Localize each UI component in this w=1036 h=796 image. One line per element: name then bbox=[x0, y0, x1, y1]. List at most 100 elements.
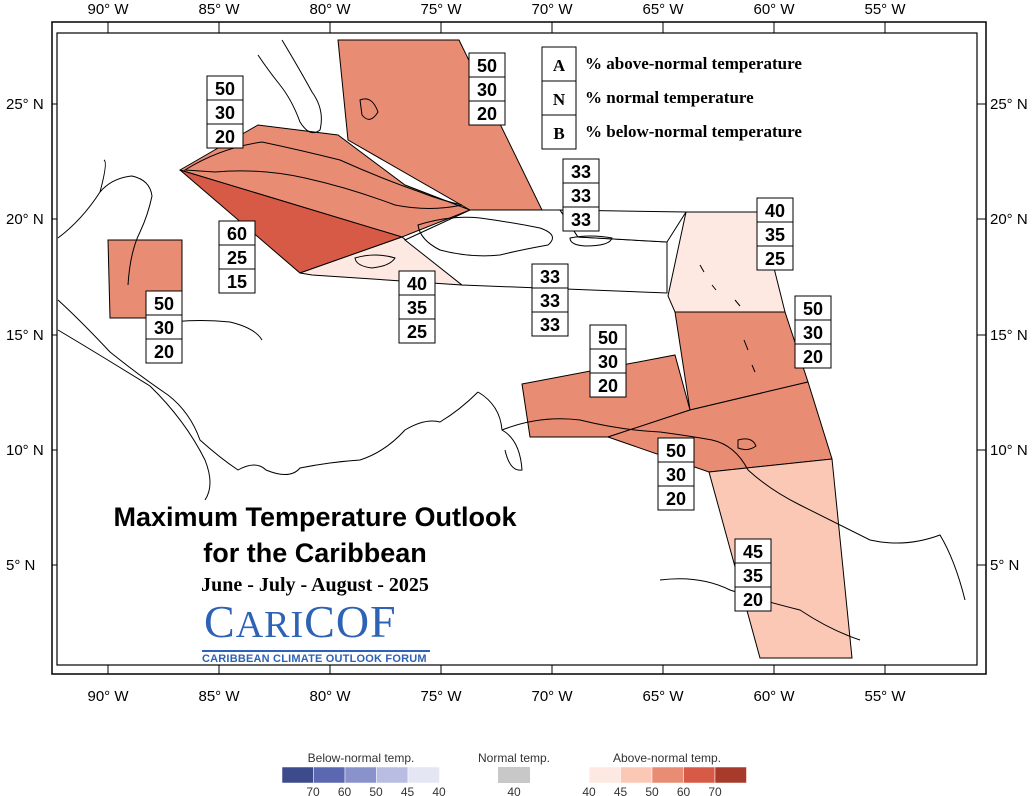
prob-below: 20 bbox=[598, 376, 618, 396]
key-description: % above-normal temperature bbox=[585, 54, 802, 73]
scale-title: Above-normal temp. bbox=[613, 751, 721, 765]
prob-normal: 25 bbox=[227, 248, 247, 268]
scale-tick: 45 bbox=[401, 785, 415, 796]
prob-below: 15 bbox=[227, 272, 247, 292]
prob-normal: 30 bbox=[666, 465, 686, 485]
lat-label-left: 20° N bbox=[6, 211, 44, 228]
longitude-labels-bottom: 90° W 85° W 80° W 75° W 70° W 65° W 60° W 55° W bbox=[87, 688, 906, 705]
prob-above: 33 bbox=[540, 267, 560, 287]
lon-label-top: 70° W bbox=[531, 1, 573, 18]
lon-label-bottom: 85° W bbox=[198, 688, 240, 705]
prob-box: 50 30 20 bbox=[206, 75, 244, 149]
prob-normal: 33 bbox=[540, 291, 560, 311]
prob-box: 40 35 25 bbox=[398, 270, 436, 344]
colombia-coast bbox=[477, 391, 523, 471]
prob-box: 33 33 33 bbox=[562, 158, 600, 232]
map-title: Maximum Temperature Outlook bbox=[113, 502, 517, 532]
prob-below: 20 bbox=[477, 104, 497, 124]
prob-above: 40 bbox=[765, 201, 785, 221]
lon-label-bottom: 75° W bbox=[420, 688, 462, 705]
key-description: % below-normal temperature bbox=[585, 122, 802, 141]
lon-label-top: 85° W bbox=[198, 1, 240, 18]
lon-label-top: 80° W bbox=[309, 1, 351, 18]
prob-normal: 35 bbox=[407, 298, 427, 318]
prob-box: 50 30 20 bbox=[657, 437, 695, 511]
lesser-antilles bbox=[699, 264, 756, 373]
lon-label-bottom: 80° W bbox=[309, 688, 351, 705]
scale-tick: 50 bbox=[369, 785, 383, 796]
prob-normal: 35 bbox=[765, 225, 785, 245]
scale-title: Normal temp. bbox=[478, 751, 550, 765]
prob-below: 20 bbox=[803, 347, 823, 367]
scale-normal: Normal temp. 40 bbox=[478, 751, 550, 796]
prob-normal: 33 bbox=[571, 186, 591, 206]
venezuela-coast bbox=[501, 418, 749, 471]
lon-label-top: 90° W bbox=[87, 1, 129, 18]
puerto-rico-island bbox=[569, 235, 613, 247]
lon-label-top: 60° W bbox=[753, 1, 795, 18]
prob-box: 40 35 25 bbox=[756, 197, 794, 271]
prob-below: 33 bbox=[540, 315, 560, 335]
prob-above: 50 bbox=[154, 294, 174, 314]
outlook-zones bbox=[107, 39, 853, 659]
mexico-gulf-coast bbox=[57, 175, 153, 286]
trinidad-island bbox=[737, 438, 757, 451]
probability-boxes: 5030205030206025155030204035253333333333… bbox=[145, 52, 832, 612]
lat-label-right: 25° N bbox=[990, 96, 1028, 113]
map-title-line2: for the Caribbean bbox=[203, 538, 427, 568]
prob-below: 20 bbox=[154, 342, 174, 362]
lon-label-top: 55° W bbox=[864, 1, 906, 18]
lon-label-bottom: 60° W bbox=[753, 688, 795, 705]
scale-tick: 70 bbox=[708, 785, 722, 796]
lat-label-left: 10° N bbox=[6, 442, 44, 459]
scale-title: Below-normal temp. bbox=[308, 751, 415, 765]
coastlines bbox=[57, 39, 966, 641]
latitude-labels-left: 25° N 20° N 15° N 10° N 5° N bbox=[6, 96, 44, 574]
probability-key: A % above-normal temperature N % normal tem… bbox=[541, 46, 802, 150]
prob-above: 33 bbox=[571, 162, 591, 182]
scale-tick: 70 bbox=[306, 785, 320, 796]
prob-box: 50 30 20 bbox=[589, 324, 627, 398]
key-letter: A bbox=[553, 56, 566, 75]
scale-tick: 40 bbox=[432, 785, 446, 796]
lat-label-right: 20° N bbox=[990, 211, 1028, 228]
prob-above: 50 bbox=[477, 56, 497, 76]
prob-box: 33 33 33 bbox=[531, 263, 569, 337]
caricof-logo: CARICOF CARIBBEAN CLIMATE OUTLOOK FORUM bbox=[200, 598, 440, 665]
prob-above: 50 bbox=[666, 441, 686, 461]
guianas-coast bbox=[747, 469, 966, 601]
prob-normal: 30 bbox=[598, 352, 618, 372]
prob-box: 45 35 20 bbox=[734, 538, 772, 612]
scale-tick: 50 bbox=[645, 785, 659, 796]
lat-label-right: 5° N bbox=[990, 557, 1019, 574]
prob-below: 25 bbox=[407, 322, 427, 342]
scale-tick: 60 bbox=[677, 785, 691, 796]
prob-box: 50 30 20 bbox=[145, 290, 183, 364]
prob-above: 40 bbox=[407, 274, 427, 294]
prob-below: 20 bbox=[743, 590, 763, 610]
lon-label-top: 75° W bbox=[420, 1, 462, 18]
prob-normal: 30 bbox=[803, 323, 823, 343]
jamaica-island bbox=[354, 254, 396, 269]
lat-label-left: 15° N bbox=[6, 327, 44, 344]
lon-label-bottom: 65° W bbox=[642, 688, 684, 705]
prob-above: 50 bbox=[598, 328, 618, 348]
lat-label-right: 10° N bbox=[990, 442, 1028, 459]
lat-label-left: 25° N bbox=[6, 96, 44, 113]
lon-label-top: 65° W bbox=[642, 1, 684, 18]
prob-normal: 30 bbox=[154, 318, 174, 338]
lat-label-left: 5° N bbox=[6, 557, 35, 574]
prob-below: 20 bbox=[666, 489, 686, 509]
yucatan-coast bbox=[99, 159, 106, 193]
central-america-coast bbox=[57, 299, 479, 475]
prob-box: 50 30 20 bbox=[468, 52, 506, 126]
latitude-labels-right: 25° N 20° N 15° N 10° N 5° N bbox=[990, 96, 1028, 574]
axis-ticks bbox=[52, 22, 986, 674]
prob-above: 50 bbox=[215, 79, 235, 99]
scale-tick: 40 bbox=[582, 785, 596, 796]
logo-tagline: CARIBBEAN CLIMATE OUTLOOK FORUM bbox=[202, 653, 427, 665]
longitude-labels-top: 90° W 85° W 80° W 75° W 70° W 65° W 60° W 55° W bbox=[87, 1, 906, 18]
map-frame bbox=[56, 32, 978, 666]
lon-label-bottom: 70° W bbox=[531, 688, 573, 705]
